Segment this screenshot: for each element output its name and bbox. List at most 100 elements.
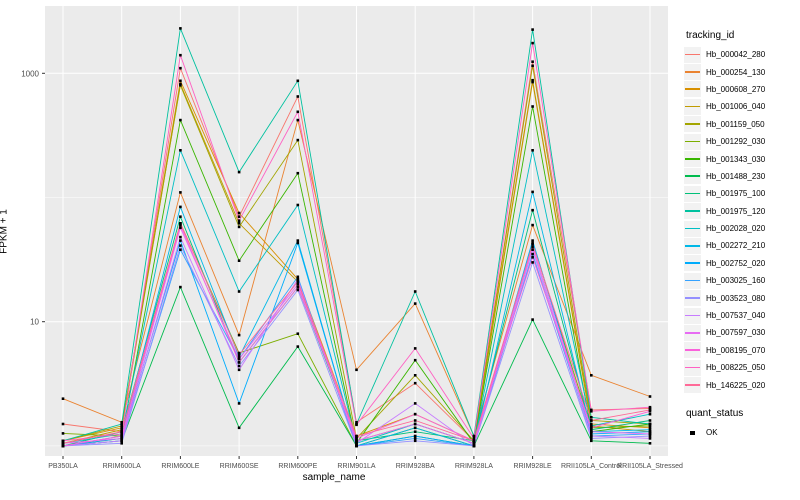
legend-key-swatch xyxy=(684,81,701,98)
legend-item: Hb_008195_070 xyxy=(684,342,798,359)
legend-line-icon xyxy=(685,158,700,160)
legend-key-swatch xyxy=(684,272,701,289)
legend-title-quant-status: quant_status xyxy=(686,407,744,419)
legend-line-icon xyxy=(685,297,700,299)
legend-item: Hb_001488_230 xyxy=(684,168,798,185)
x-tick-label: RRIM600PE xyxy=(278,463,317,470)
legend-panel: tracking_id Hb_000042_280 Hb_000254_130 Hb… xyxy=(684,30,798,441)
legend-item: Hb_001975_100 xyxy=(684,185,798,202)
legend-item: Hb_007537_040 xyxy=(684,307,798,324)
legend-key-swatch xyxy=(684,290,701,307)
legend-item-label: Hb_146225_020 xyxy=(706,380,766,390)
legend-item-ok: OK xyxy=(684,424,798,441)
x-tick-label: RRIM928BA xyxy=(396,463,435,470)
legend-item: Hb_001975_120 xyxy=(684,203,798,220)
legend-key-swatch xyxy=(684,151,701,168)
legend-key-swatch xyxy=(684,359,701,376)
legend-item-label: Hb_007597_030 xyxy=(706,328,766,338)
x-tick-label: RRIM928LE xyxy=(514,463,552,470)
legend-line-icon xyxy=(685,314,700,317)
legend-item: Hb_000254_130 xyxy=(684,63,798,81)
x-tick-label: RRIM600LA xyxy=(103,463,141,470)
ok-point-key xyxy=(684,425,701,441)
legend-item-label: Hb_008225_050 xyxy=(706,363,766,373)
legend-line-icon xyxy=(685,244,700,247)
legend-key-swatch xyxy=(684,116,701,133)
legend-item: Hb_001343_030 xyxy=(684,150,798,168)
legend-item-label: Hb_000254_130 xyxy=(706,67,766,77)
legend-item-label: Hb_002272_210 xyxy=(706,241,766,251)
legend-line-icon xyxy=(685,384,700,386)
legend-item-label: Hb_001006_040 xyxy=(706,102,766,112)
legend-key-swatch xyxy=(684,307,701,324)
legend-key-swatch xyxy=(684,133,701,150)
legend-item: Hb_002272_210 xyxy=(684,237,798,254)
legend-item-label: Hb_000042_280 xyxy=(706,50,766,60)
legend-item-label: Hb_002752_020 xyxy=(706,258,766,268)
y-tick-label: 1000 xyxy=(21,69,39,78)
legend-key-swatch xyxy=(684,324,701,341)
legend-items-list: Hb_000042_280 Hb_000254_130 Hb_000608_270 H… xyxy=(684,46,798,394)
legend-line-icon xyxy=(685,53,700,56)
legend-item-label: Hb_000608_270 xyxy=(706,84,766,94)
legend-key-swatch xyxy=(684,237,701,254)
x-tick-label: RRIM600LE xyxy=(161,463,199,470)
legend-item-label: Hb_002028_020 xyxy=(706,224,766,234)
x-tick-label: RRIM928LA xyxy=(455,463,493,470)
legend-key-swatch xyxy=(684,64,701,81)
legend-item-label: Hb_001343_030 xyxy=(706,154,766,164)
legend-key-swatch xyxy=(684,168,701,185)
legend-line-icon xyxy=(685,175,700,178)
x-axis-title: sample_name xyxy=(302,472,366,483)
legend-line-icon xyxy=(685,140,700,143)
y-axis-title: FPKM + 1 xyxy=(0,209,10,254)
legend-item-label: Hb_001488_230 xyxy=(706,171,766,181)
legend-item: Hb_001006_040 xyxy=(684,98,798,115)
legend-item-label: Hb_003523_080 xyxy=(706,293,766,303)
legend-item: Hb_008225_050 xyxy=(684,359,798,376)
legend-line-icon xyxy=(685,227,700,230)
axis-ticks xyxy=(42,72,651,459)
legend-item: Hb_000042_280 xyxy=(684,46,798,63)
x-tick-label: RRIM600SE xyxy=(220,463,259,470)
legend-key-swatch xyxy=(684,46,701,63)
legend-item: Hb_003523_080 xyxy=(684,289,798,307)
legend-key-swatch xyxy=(684,220,701,237)
legend-line-icon xyxy=(685,262,700,264)
x-tick-label: RRII105LA_Stressed xyxy=(617,463,683,470)
legend-item-label: OK xyxy=(706,428,718,437)
legend-item-label: Hb_001159_050 xyxy=(706,119,765,129)
legend-line-icon xyxy=(685,366,700,369)
axis-tick-labels: PB350LA RRIM600LA RRIM600LE RRIM600SE RRIM60… xyxy=(21,69,683,470)
legend-line-icon xyxy=(685,105,700,108)
legend-item-label: Hb_001292_030 xyxy=(706,137,766,147)
legend-line-icon xyxy=(685,279,700,282)
legend-item: Hb_146225_020 xyxy=(684,376,798,394)
legend-item-label: Hb_008195_070 xyxy=(706,345,766,355)
legend-key-swatch xyxy=(684,203,701,220)
legend-item: Hb_000608_270 xyxy=(684,81,798,98)
legend-key-swatch xyxy=(684,342,701,359)
legend-line-icon xyxy=(685,123,700,125)
legend-title-tracking-id: tracking_id xyxy=(686,30,735,41)
legend-item: Hb_002028_020 xyxy=(684,220,798,237)
legend-item-label: Hb_001975_120 xyxy=(706,206,766,216)
legend-quant-status: quant_status OK xyxy=(684,408,798,441)
legend-item: Hb_002752_020 xyxy=(684,255,798,272)
x-tick-label: PB350LA xyxy=(48,463,78,470)
black-square-point-icon xyxy=(690,430,695,435)
legend-item: Hb_001292_030 xyxy=(684,133,798,150)
legend-line-icon xyxy=(685,331,700,334)
legend-line-icon xyxy=(685,349,700,351)
legend-key-swatch xyxy=(684,185,701,202)
legend-key-swatch xyxy=(684,377,701,394)
x-tick-label: RRIM901LA xyxy=(337,463,375,470)
legend-item: Hb_001159_050 xyxy=(684,116,798,133)
legend-item-label: Hb_007537_040 xyxy=(706,311,766,321)
legend-line-icon xyxy=(685,210,700,212)
data-points xyxy=(61,27,652,448)
legend-key-swatch xyxy=(684,255,701,272)
legend-key-swatch xyxy=(684,98,701,115)
